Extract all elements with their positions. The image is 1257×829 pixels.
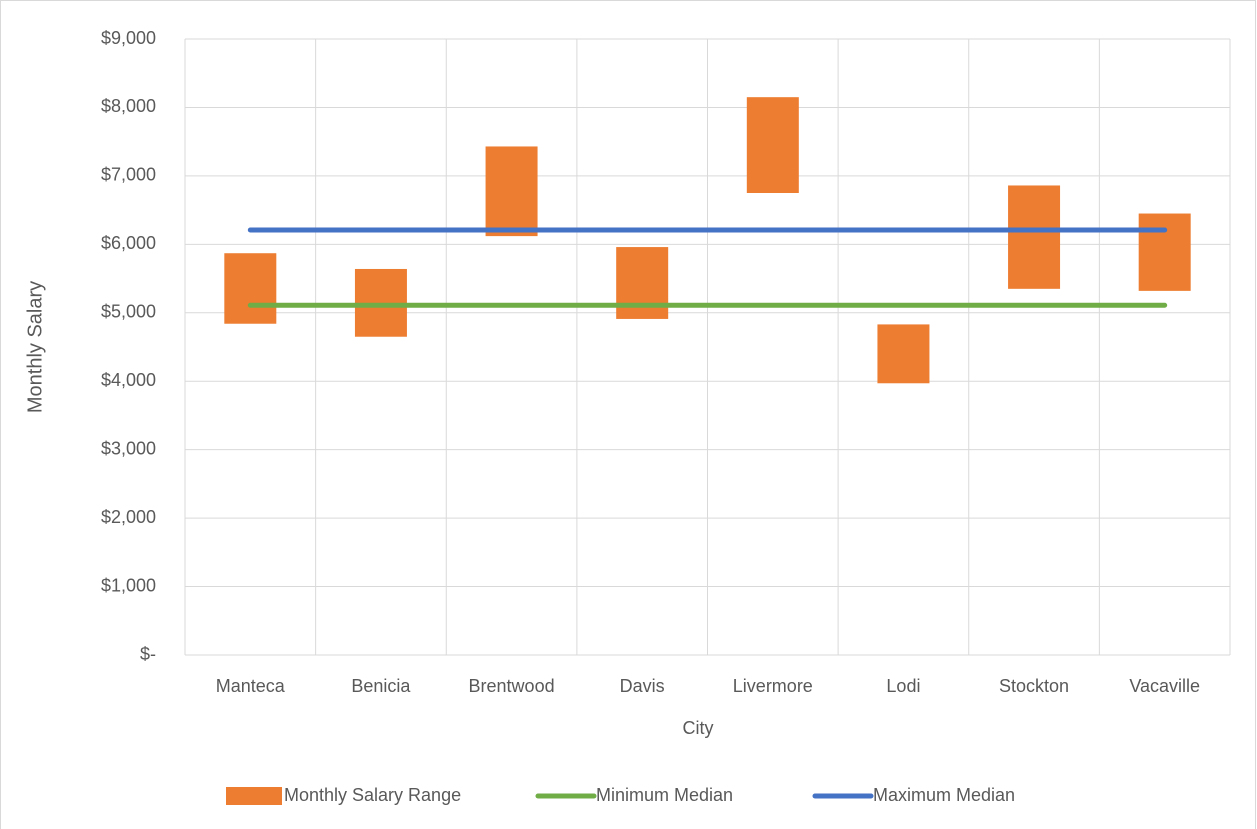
y-axis-label: Monthly Salary bbox=[24, 281, 46, 413]
range-bar bbox=[877, 324, 930, 384]
y-tick-label: $6,000 bbox=[101, 233, 156, 253]
x-tick-label: Manteca bbox=[216, 676, 286, 696]
range-bar bbox=[224, 253, 277, 324]
x-tick-label: Vacaville bbox=[1129, 676, 1200, 696]
y-tick-label: $5,000 bbox=[101, 302, 156, 322]
y-tick-label: $2,000 bbox=[101, 507, 156, 527]
x-axis-label: City bbox=[683, 718, 714, 738]
x-tick-label: Livermore bbox=[733, 676, 813, 696]
y-tick-label: $4,000 bbox=[101, 370, 156, 390]
y-tick-label: $1,000 bbox=[101, 575, 156, 595]
x-tick-label: Benicia bbox=[351, 676, 411, 696]
range-bar bbox=[1138, 213, 1191, 291]
x-tick-label: Brentwood bbox=[469, 676, 555, 696]
x-tick-label: Lodi bbox=[886, 676, 920, 696]
range-bar bbox=[1008, 185, 1061, 289]
range-bar bbox=[616, 247, 669, 319]
y-tick-label: $8,000 bbox=[101, 96, 156, 116]
legend-label: Minimum Median bbox=[596, 785, 733, 805]
y-tick-label: $- bbox=[140, 644, 156, 664]
range-bar bbox=[746, 97, 799, 193]
y-tick-label: $7,000 bbox=[101, 165, 156, 185]
x-tick-label: Davis bbox=[620, 676, 665, 696]
y-tick-label: $9,000 bbox=[101, 28, 156, 48]
legend-label: Monthly Salary Range bbox=[284, 785, 461, 805]
legend-label: Maximum Median bbox=[873, 785, 1015, 805]
x-tick-label: Stockton bbox=[999, 676, 1069, 696]
range-bar bbox=[485, 146, 538, 237]
legend-swatch bbox=[226, 787, 282, 805]
y-tick-label: $3,000 bbox=[101, 438, 156, 458]
